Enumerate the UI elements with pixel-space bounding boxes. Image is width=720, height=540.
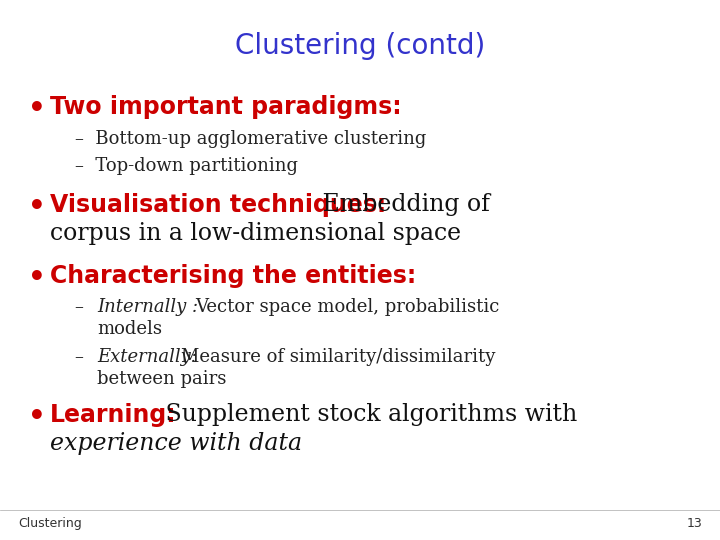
Text: –  Top-down partitioning: – Top-down partitioning <box>75 157 298 175</box>
Text: 13: 13 <box>686 517 702 530</box>
Text: Embedding of: Embedding of <box>315 193 490 216</box>
Text: Learning:: Learning: <box>50 403 176 427</box>
Text: Two important paradigms:: Two important paradigms: <box>50 95 402 119</box>
Text: experience with data: experience with data <box>50 432 302 455</box>
Text: models: models <box>97 320 162 338</box>
Text: Clustering: Clustering <box>18 517 82 530</box>
Text: Measure of similarity/dissimilarity: Measure of similarity/dissimilarity <box>181 348 495 366</box>
Text: Visualisation techniques:: Visualisation techniques: <box>50 193 386 217</box>
Text: –  Bottom-up agglomerative clustering: – Bottom-up agglomerative clustering <box>75 130 426 148</box>
Text: •: • <box>28 193 46 221</box>
Text: –: – <box>75 348 95 366</box>
Text: •: • <box>28 403 46 431</box>
Text: Vector space model, probabilistic: Vector space model, probabilistic <box>195 298 500 316</box>
Text: corpus in a low-dimensional space: corpus in a low-dimensional space <box>50 222 461 245</box>
Text: Externally:: Externally: <box>97 348 197 366</box>
Text: between pairs: between pairs <box>97 370 226 388</box>
Text: Clustering (contd): Clustering (contd) <box>235 32 485 60</box>
Text: Internally :: Internally : <box>97 298 198 316</box>
Text: Characterising the entities:: Characterising the entities: <box>50 264 416 288</box>
Text: •: • <box>28 264 46 292</box>
Text: Supplement stock algorithms with: Supplement stock algorithms with <box>158 403 577 426</box>
Text: –: – <box>75 298 95 316</box>
Text: •: • <box>28 95 46 123</box>
